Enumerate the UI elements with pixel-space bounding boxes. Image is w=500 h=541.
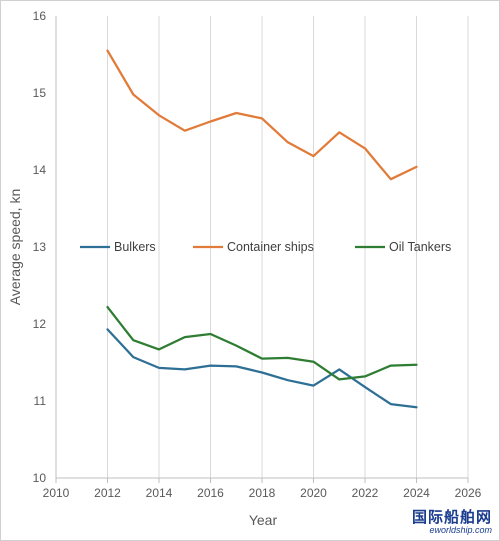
x-tick-label: 2014	[146, 486, 173, 500]
y-tick-label: 13	[33, 240, 47, 254]
x-tick-label: 2020	[300, 486, 327, 500]
series-line-oil-tankers	[106, 305, 418, 381]
x-axis-title: Year	[249, 512, 278, 528]
y-tick-label: 12	[33, 317, 47, 331]
series-line-container-ships	[106, 49, 418, 181]
watermark-url: eworldship.com	[429, 525, 492, 535]
y-tick-label: 10	[33, 471, 47, 485]
axes	[55, 16, 469, 483]
legend: Bulkers Container ships Oil Tankers	[80, 240, 451, 254]
series-lines	[106, 49, 418, 409]
x-tick-labels: 2010 2012 2014 2016 2018 2020 2022 2024 2026	[43, 486, 482, 500]
legend-label-container-ships: Container ships	[227, 240, 314, 254]
legend-label-oil-tankers: Oil Tankers	[389, 240, 451, 254]
y-tick-label: 15	[33, 86, 47, 100]
x-tick-label: 2016	[197, 486, 224, 500]
x-tick-label: 2026	[455, 486, 482, 500]
y-tick-label: 11	[34, 394, 47, 408]
y-axis-title: Average speed, kn	[7, 189, 23, 306]
x-tick-label: 2018	[249, 486, 276, 500]
series-line-bulkers	[106, 328, 418, 409]
x-tick-label: 2022	[352, 486, 379, 500]
y-tick-label: 16	[33, 9, 47, 23]
watermark-chinese: 国际船舶网	[411, 508, 492, 526]
x-tick-label: 2012	[94, 486, 121, 500]
y-tick-labels: 10 11 12 13 14 15 16	[33, 9, 47, 485]
watermark-logo: 国际船舶网 eworldship.com	[412, 509, 492, 535]
legend-label-bulkers: Bulkers	[114, 240, 156, 254]
x-tick-label: 2010	[43, 486, 70, 500]
x-tick-label: 2024	[403, 486, 430, 500]
y-tick-label: 14	[33, 163, 47, 177]
